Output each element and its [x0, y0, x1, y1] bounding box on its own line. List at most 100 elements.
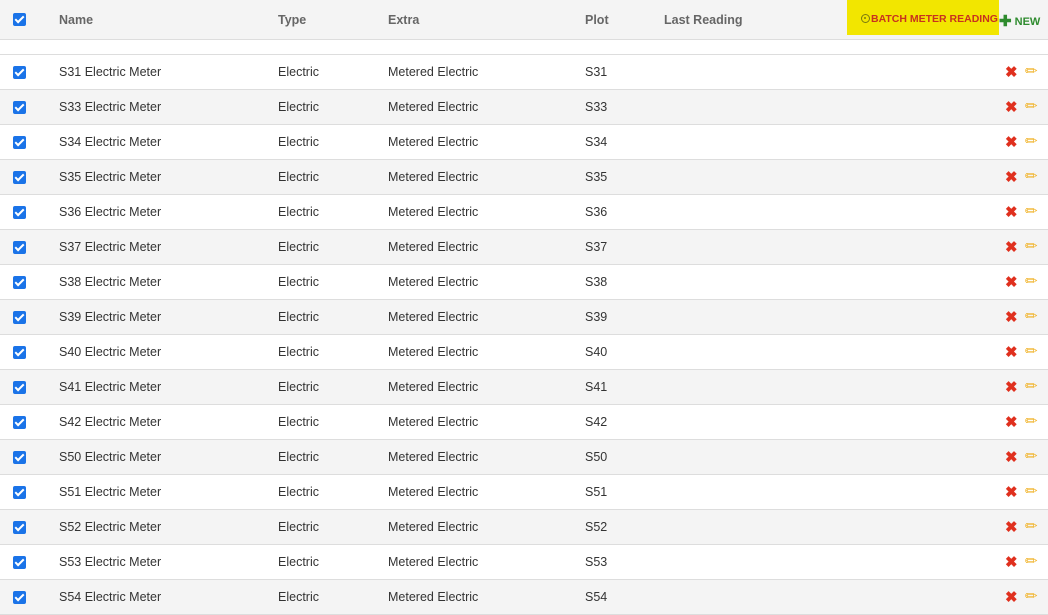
row-checkbox[interactable] — [13, 556, 26, 569]
cell-type: Electric — [278, 380, 319, 394]
cell-name: S35 Electric Meter — [59, 170, 162, 184]
pencil-icon[interactable]: ✏ — [1025, 203, 1038, 220]
table-row: S41 Electric Meter Electric Metered Elec… — [0, 370, 1048, 405]
cell-extra: Metered Electric — [388, 100, 479, 114]
row-checkbox[interactable] — [13, 451, 26, 464]
row-checkbox[interactable] — [13, 101, 26, 114]
column-last-reading[interactable]: Last Reading — [664, 13, 743, 27]
row-checkbox[interactable] — [13, 66, 26, 79]
row-checkbox[interactable] — [13, 346, 26, 359]
delete-icon[interactable]: ✖ — [1005, 239, 1018, 256]
row-checkbox[interactable] — [13, 486, 26, 499]
cell-type: Electric — [278, 65, 319, 79]
cell-name: S40 Electric Meter — [59, 345, 162, 359]
cell-extra: Metered Electric — [388, 590, 479, 604]
pencil-icon[interactable]: ✏ — [1025, 273, 1038, 290]
table-row: S39 Electric Meter Electric Metered Elec… — [0, 300, 1048, 335]
cell-type: Electric — [278, 520, 319, 534]
cell-type: Electric — [278, 555, 319, 569]
cell-name: S51 Electric Meter — [59, 485, 162, 499]
delete-icon[interactable]: ✖ — [1005, 99, 1018, 116]
row-checkbox[interactable] — [13, 241, 26, 254]
cell-plot: S41 — [585, 380, 608, 394]
row-checkbox[interactable] — [13, 381, 26, 394]
delete-icon[interactable]: ✖ — [1005, 274, 1018, 291]
table-row: S33 Electric Meter Electric Metered Elec… — [0, 90, 1048, 125]
cell-plot: S31 — [585, 65, 608, 79]
column-plot[interactable]: Plot — [585, 13, 609, 27]
delete-icon[interactable]: ✖ — [1005, 449, 1018, 466]
delete-icon[interactable]: ✖ — [1005, 344, 1018, 361]
delete-icon[interactable]: ✖ — [1005, 134, 1018, 151]
pencil-icon[interactable]: ✏ — [1025, 308, 1038, 325]
cell-type: Electric — [278, 485, 319, 499]
row-checkbox[interactable] — [13, 416, 26, 429]
cell-plot: S54 — [585, 590, 608, 604]
cell-extra: Metered Electric — [388, 380, 479, 394]
pencil-icon[interactable]: ✏ — [1025, 448, 1038, 465]
table-row: S36 Electric Meter Electric Metered Elec… — [0, 195, 1048, 230]
pencil-icon[interactable]: ✏ — [1025, 133, 1038, 150]
delete-icon[interactable]: ✖ — [1005, 414, 1018, 431]
cell-plot: S37 — [585, 240, 608, 254]
cell-name: S38 Electric Meter — [59, 275, 162, 289]
row-checkbox[interactable] — [13, 206, 26, 219]
pencil-icon[interactable]: ✏ — [1025, 588, 1038, 605]
cell-type: Electric — [278, 100, 319, 114]
row-checkbox[interactable] — [13, 591, 26, 604]
gauge-icon — [861, 14, 870, 23]
delete-icon[interactable]: ✖ — [1005, 309, 1018, 326]
delete-icon[interactable]: ✖ — [1005, 204, 1018, 221]
column-type[interactable]: Type — [278, 13, 307, 27]
delete-icon[interactable]: ✖ — [1005, 589, 1018, 606]
pencil-icon[interactable]: ✏ — [1025, 343, 1038, 360]
delete-icon[interactable]: ✖ — [1005, 64, 1018, 81]
delete-icon[interactable]: ✖ — [1005, 484, 1018, 501]
pencil-icon[interactable]: ✏ — [1025, 378, 1038, 395]
cell-type: Electric — [278, 415, 319, 429]
cell-name: S34 Electric Meter — [59, 135, 162, 149]
cell-name: S36 Electric Meter — [59, 205, 162, 219]
pencil-icon[interactable]: ✏ — [1025, 483, 1038, 500]
cell-extra: Metered Electric — [388, 450, 479, 464]
cell-name: S31 Electric Meter — [59, 65, 162, 79]
cell-type: Electric — [278, 240, 319, 254]
cell-type: Electric — [278, 205, 319, 219]
cell-plot: S33 — [585, 100, 608, 114]
pencil-icon[interactable]: ✏ — [1025, 63, 1038, 80]
table-row: S50 Electric Meter Electric Metered Elec… — [0, 440, 1048, 475]
row-checkbox[interactable] — [13, 171, 26, 184]
cell-extra: Metered Electric — [388, 415, 479, 429]
row-checkbox[interactable] — [13, 521, 26, 534]
column-extra[interactable]: Extra — [388, 13, 420, 27]
cell-name: S54 Electric Meter — [59, 590, 162, 604]
select-all-checkbox[interactable] — [13, 13, 26, 26]
cell-name: S50 Electric Meter — [59, 450, 162, 464]
table-row: S35 Electric Meter Electric Metered Elec… — [0, 160, 1048, 195]
cell-plot: S39 — [585, 310, 608, 324]
cell-name: S41 Electric Meter — [59, 380, 162, 394]
pencil-icon[interactable]: ✏ — [1025, 168, 1038, 185]
delete-icon[interactable]: ✖ — [1005, 519, 1018, 536]
plus-icon: ✚ — [999, 13, 1012, 30]
pencil-icon[interactable]: ✏ — [1025, 413, 1038, 430]
cell-plot: S38 — [585, 275, 608, 289]
column-name[interactable]: Name — [59, 13, 94, 27]
delete-icon[interactable]: ✖ — [1005, 379, 1018, 396]
cell-extra: Metered Electric — [388, 555, 479, 569]
cell-extra: Metered Electric — [388, 275, 479, 289]
delete-icon[interactable]: ✖ — [1005, 169, 1018, 186]
delete-icon[interactable]: ✖ — [1005, 554, 1018, 571]
row-checkbox[interactable] — [13, 311, 26, 324]
pencil-icon[interactable]: ✏ — [1025, 98, 1038, 115]
batch-meter-reading-button[interactable]: BATCH METER READING — [847, 0, 999, 35]
pencil-icon[interactable]: ✏ — [1025, 518, 1038, 535]
cell-extra: Metered Electric — [388, 310, 479, 324]
new-button[interactable]: ✚ NEW — [999, 12, 1040, 30]
cell-type: Electric — [278, 345, 319, 359]
row-checkbox[interactable] — [13, 276, 26, 289]
cell-extra: Metered Electric — [388, 345, 479, 359]
pencil-icon[interactable]: ✏ — [1025, 553, 1038, 570]
pencil-icon[interactable]: ✏ — [1025, 238, 1038, 255]
row-checkbox[interactable] — [13, 136, 26, 149]
